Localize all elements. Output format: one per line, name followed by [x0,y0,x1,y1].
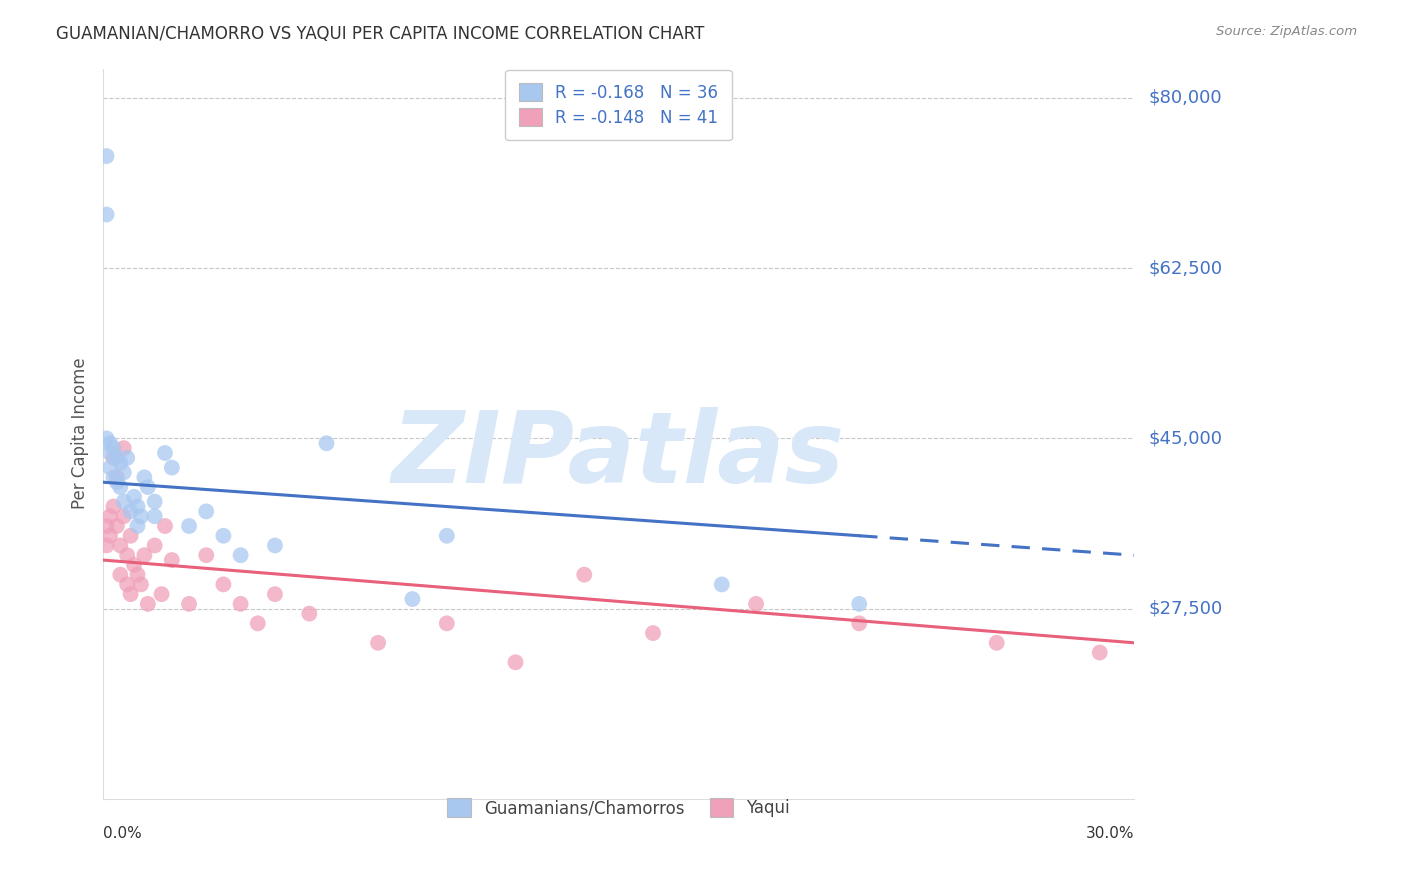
Point [103,441,125,455]
Point [96,431,118,445]
Text: $80,000: $80,000 [1149,88,1222,107]
Point [112,441,135,455]
Point [195,548,218,562]
Point [848,597,870,611]
Point [153,446,176,460]
Point [105,475,128,490]
Text: $27,500: $27,500 [1149,599,1222,618]
Point [212,577,235,591]
Point [98,436,121,450]
Point [112,466,135,480]
Text: 30.0%: 30.0% [1085,826,1135,841]
Point [122,558,145,572]
Point [98,460,121,475]
Point [160,460,183,475]
Point [134,470,156,484]
Point [129,577,152,591]
Point [120,587,142,601]
Point [436,616,458,631]
Point [143,539,166,553]
Point [505,655,527,669]
Point [105,450,128,465]
Point [96,149,118,163]
Point [195,504,218,518]
Point [401,592,423,607]
Y-axis label: Per Capita Income: Per Capita Income [72,358,89,509]
Point [1088,646,1111,660]
Point [115,450,138,465]
Point [177,597,200,611]
Point [127,519,149,533]
Point [212,529,235,543]
Point [110,456,132,470]
Point [110,480,132,494]
Point [315,436,337,450]
Point [127,567,149,582]
Point [264,587,287,601]
Point [641,626,664,640]
Point [98,509,121,524]
Text: GUAMANIAN/CHAMORRO VS YAQUI PER CAPITA INCOME CORRELATION CHART: GUAMANIAN/CHAMORRO VS YAQUI PER CAPITA I… [56,25,704,43]
Point [96,207,118,221]
Point [127,500,149,514]
Point [574,567,596,582]
Point [112,494,135,508]
Point [745,597,768,611]
Point [229,597,252,611]
Point [115,577,138,591]
Point [143,494,166,508]
Point [105,519,128,533]
Point [103,500,125,514]
Point [136,480,159,494]
Point [96,519,118,533]
Point [136,597,159,611]
Point [298,607,321,621]
Point [98,446,121,460]
Point [848,616,870,631]
Point [177,519,200,533]
Point [264,539,287,553]
Point [110,567,132,582]
Point [143,509,166,524]
Point [120,504,142,518]
Point [129,509,152,524]
Point [986,636,1008,650]
Point [98,529,121,543]
Point [160,553,183,567]
Point [246,616,269,631]
Text: $45,000: $45,000 [1149,429,1222,448]
Text: 0.0%: 0.0% [103,826,142,841]
Point [112,509,135,524]
Point [110,539,132,553]
Point [122,490,145,504]
Point [150,587,173,601]
Point [105,470,128,484]
Text: Source: ZipAtlas.com: Source: ZipAtlas.com [1216,25,1357,38]
Point [153,519,176,533]
Point [134,548,156,562]
Text: ZIPatlas: ZIPatlas [392,407,845,504]
Point [120,529,142,543]
Legend: Guamanians/Chamorros, Yaqui: Guamanians/Chamorros, Yaqui [434,785,803,830]
Point [115,548,138,562]
Point [96,539,118,553]
Point [229,548,252,562]
Point [103,450,125,465]
Point [367,636,389,650]
Text: $62,500: $62,500 [1149,259,1222,277]
Point [436,529,458,543]
Point [103,470,125,484]
Point [710,577,733,591]
